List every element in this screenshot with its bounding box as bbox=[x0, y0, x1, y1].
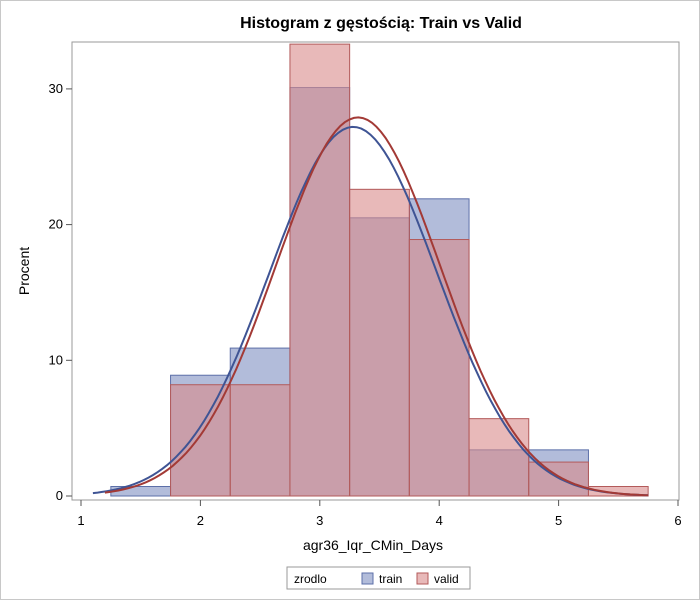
y-tick-label: 0 bbox=[56, 488, 63, 503]
y-tick-label: 30 bbox=[49, 81, 63, 96]
bar-valid-6 bbox=[408, 239, 470, 497]
x-axis: 1 2 3 4 5 6 bbox=[77, 500, 682, 528]
legend-swatch-train bbox=[361, 572, 374, 585]
bar-valid-3 bbox=[229, 384, 291, 497]
legend-label-train: train bbox=[379, 572, 402, 586]
density-curve-train bbox=[92, 125, 649, 497]
bar-valid-7 bbox=[468, 418, 530, 497]
y-tick-label: 20 bbox=[49, 217, 63, 232]
x-tick-label: 2 bbox=[197, 513, 204, 528]
legend-label-valid: valid bbox=[434, 572, 459, 586]
bar-valid-9 bbox=[587, 486, 649, 497]
bar-valid-4 bbox=[289, 43, 351, 497]
density-curve-valid bbox=[104, 116, 649, 497]
x-tick-label: 5 bbox=[555, 513, 562, 528]
x-tick-label: 4 bbox=[436, 513, 443, 528]
legend-title: zrodlo bbox=[294, 572, 327, 586]
y-axis: 0 10 20 30 bbox=[49, 81, 72, 503]
bar-valid-5 bbox=[349, 188, 410, 497]
x-tick-label: 3 bbox=[316, 513, 323, 528]
legend: zrodlo train valid bbox=[286, 566, 471, 590]
density-curves bbox=[92, 116, 649, 497]
y-axis-label: Procent bbox=[16, 247, 32, 295]
legend-swatch-valid bbox=[416, 572, 429, 585]
x-tick-label: 1 bbox=[77, 513, 84, 528]
valid-bars bbox=[170, 43, 649, 497]
x-tick-label: 6 bbox=[674, 513, 681, 528]
x-axis-label: agr36_Iqr_CMin_Days bbox=[303, 537, 443, 553]
y-tick-label: 10 bbox=[49, 352, 63, 367]
chart-title: Histogram z gęstością: Train vs Valid bbox=[240, 15, 522, 32]
